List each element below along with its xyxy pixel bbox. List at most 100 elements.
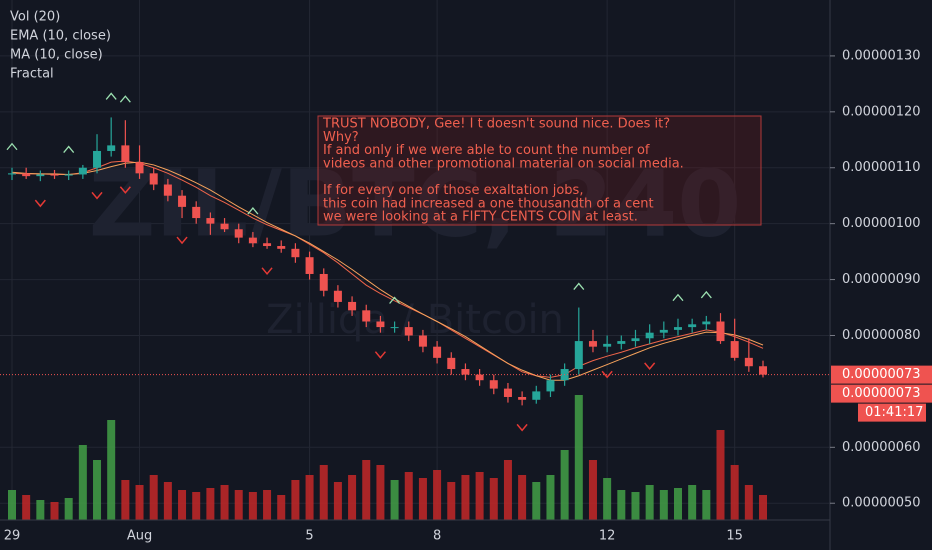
candle-body — [617, 341, 626, 344]
candle-body — [688, 324, 697, 328]
candle-body — [36, 174, 45, 177]
volume-bar — [532, 482, 541, 520]
candle-body — [759, 366, 768, 375]
candle-body — [348, 301, 357, 311]
candle-body — [135, 162, 144, 174]
price-label: 0.00000073 — [842, 367, 921, 382]
candle-body — [362, 310, 371, 322]
candle-body — [192, 206, 201, 219]
volume-bar — [404, 472, 413, 520]
candle-body — [730, 341, 739, 358]
candle-body — [78, 167, 87, 175]
fractal-down — [119, 186, 131, 194]
y-tick-label: 0.00000110 — [842, 160, 921, 175]
fractal-up — [6, 142, 18, 151]
legend-fractal: Fractal — [10, 67, 54, 82]
fractal-up — [573, 282, 585, 290]
candle-body — [319, 273, 328, 291]
fractal-down — [644, 362, 656, 371]
plot — [0, 92, 830, 520]
candle-body — [631, 338, 640, 342]
volume-bar — [645, 485, 654, 520]
volume-bar — [447, 482, 456, 520]
volume-bar — [305, 475, 314, 520]
volume-bar — [291, 480, 300, 520]
candle-body — [178, 195, 187, 207]
volume-bar — [617, 490, 626, 520]
x-tick-label: 29 — [4, 529, 21, 544]
annotation-line: If for every one of those exaltation job… — [323, 183, 583, 198]
candle-body — [404, 327, 413, 336]
volume-bar — [376, 465, 385, 520]
volume-bar — [730, 465, 739, 520]
fractal-up — [119, 95, 131, 103]
candle-body — [461, 369, 470, 375]
candle-body — [277, 246, 286, 249]
candle-body — [50, 174, 59, 176]
candle-body — [716, 321, 725, 342]
volume-bar — [93, 460, 102, 520]
candle-body — [744, 357, 753, 367]
volume-bar — [107, 420, 116, 520]
fractal-up — [247, 207, 259, 215]
candle-body — [305, 257, 314, 274]
fractal-down — [261, 267, 273, 275]
candle-body — [645, 332, 654, 339]
volume-bar — [50, 502, 59, 520]
price-label-box — [831, 365, 932, 384]
volume-bar — [716, 430, 725, 520]
annotation-line: videos and other promotional material on… — [323, 156, 684, 171]
volume-bar — [631, 492, 640, 520]
volume-bar — [574, 395, 583, 520]
x-tick-label: 5 — [305, 529, 313, 544]
x-tick-label: 15 — [726, 529, 743, 544]
countdown: 01:41:17 — [865, 405, 923, 420]
volume-bar — [659, 490, 668, 520]
volume-bar — [702, 490, 711, 520]
candle-body — [64, 174, 73, 176]
volume-bar — [759, 495, 768, 520]
volume-bar — [206, 488, 215, 520]
candle-body — [503, 388, 512, 397]
candle-body — [206, 218, 215, 224]
candle-body — [447, 357, 456, 370]
candle-body — [121, 145, 130, 163]
volume-bar — [8, 490, 16, 520]
candle-body — [107, 145, 116, 151]
x-tick-label: 8 — [433, 529, 441, 544]
candle-body — [489, 380, 498, 389]
annotation-box — [317, 115, 762, 226]
candle-body — [333, 290, 342, 302]
x-tick-label: 12 — [599, 529, 616, 544]
volume-bar — [546, 475, 555, 520]
volume-bar — [461, 475, 470, 520]
fractal-down — [91, 191, 103, 200]
candle-body — [22, 173, 31, 177]
volume-bar — [560, 450, 569, 520]
fractal-up — [389, 296, 401, 304]
volume-bar — [121, 480, 130, 520]
annotation-line: Why? — [323, 130, 359, 145]
price-label: 0.00000073 — [842, 386, 921, 401]
fractal-down — [601, 370, 613, 379]
volume-bar — [277, 495, 286, 520]
volume-bar — [673, 488, 682, 520]
y-tick-label: 0.00000090 — [842, 272, 921, 287]
y-tick-label: 0.00000100 — [842, 216, 921, 231]
axes: 0.00000130 0.00000120 0.00000110 0.00000100… — [4, 48, 932, 544]
candle-body — [702, 321, 711, 325]
annotation: TRUST NOBODY, Gee! I t doesn't sound nic… — [317, 115, 762, 226]
volume-bar — [744, 485, 753, 520]
volume-bar — [362, 460, 371, 520]
candle-body — [234, 229, 243, 238]
volume-bar — [390, 480, 399, 520]
volume-bar — [489, 478, 498, 520]
volume-bar — [178, 490, 187, 520]
annotation-line: this coin had increased a one thousandth… — [323, 196, 654, 211]
volume-bar — [418, 478, 427, 520]
price-label-box — [831, 384, 932, 403]
y-tick-label: 0.00000120 — [842, 104, 921, 119]
candle-body — [291, 248, 300, 258]
candle-body — [574, 341, 583, 370]
candle-body — [475, 374, 484, 381]
